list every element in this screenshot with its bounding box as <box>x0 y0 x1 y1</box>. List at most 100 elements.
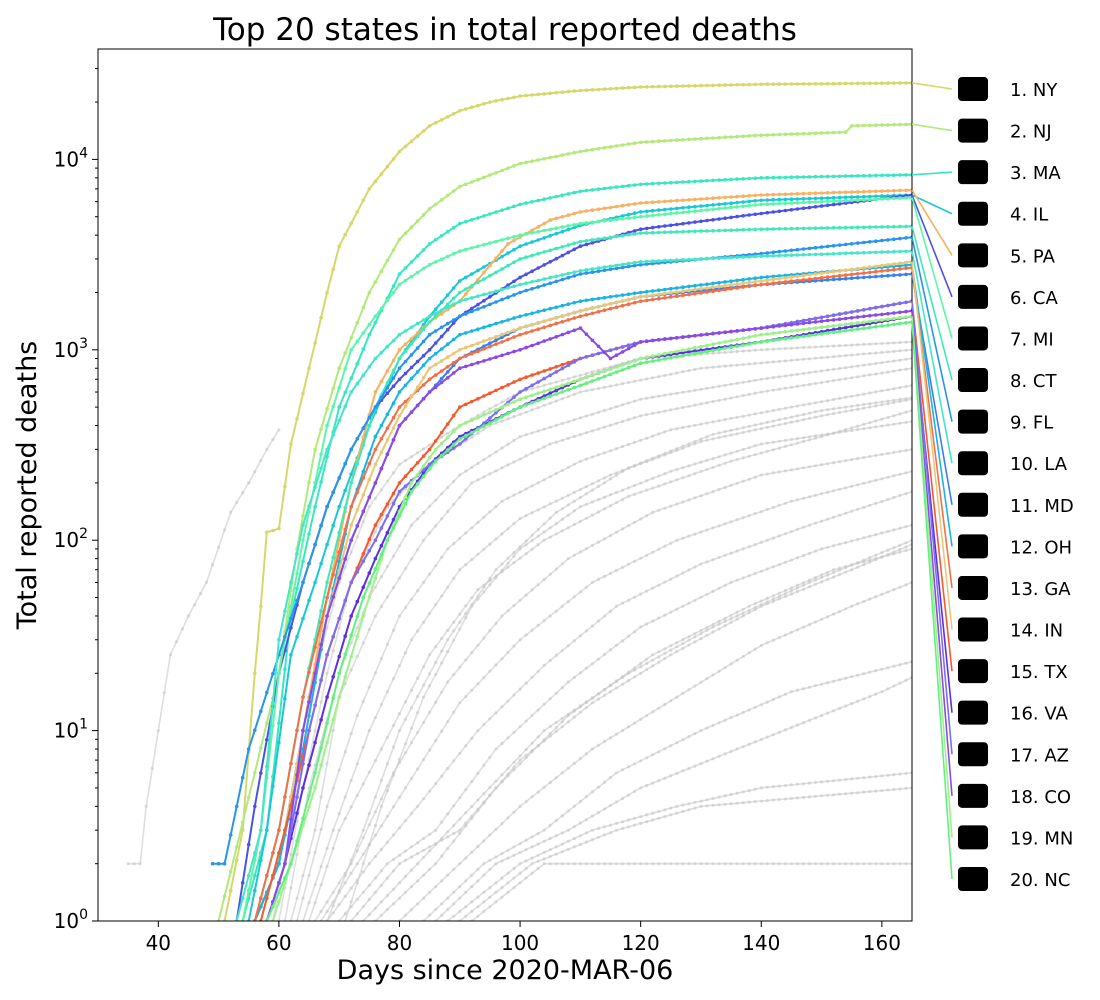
background-series-9-point <box>614 530 619 534</box>
background-series-3-point <box>621 382 625 386</box>
background-series-22-point <box>500 562 504 566</box>
background-series-14-point <box>729 617 733 621</box>
series-mn-point <box>849 321 854 326</box>
background-series-17-point <box>681 738 685 742</box>
series-fl-point <box>862 240 866 245</box>
background-series-11-point <box>765 538 769 542</box>
series-pa-point <box>566 213 571 217</box>
background-series-3-point <box>639 378 643 382</box>
background-series-21-point <box>856 862 860 866</box>
background-series-20-point <box>723 802 727 806</box>
background-series-23-point <box>874 425 878 429</box>
background-series-8-point <box>397 712 402 716</box>
background-series-17-point <box>458 885 462 889</box>
series-pa-point <box>590 208 595 212</box>
background-series-1-point <box>204 580 209 585</box>
background-series-7-point <box>542 505 546 509</box>
background-series-22-point <box>530 533 534 537</box>
background-series-19-point <box>621 820 625 824</box>
series-il-point <box>445 293 450 297</box>
series-tx-point <box>458 405 462 409</box>
background-series-19-point <box>530 856 534 860</box>
background-series-22-point <box>633 463 637 467</box>
series-fl-point <box>313 542 317 547</box>
background-series-5-point <box>476 478 480 482</box>
series-co-point <box>843 316 848 321</box>
background-series-10-point <box>470 688 474 692</box>
series-co-point <box>795 322 800 326</box>
series-in <box>259 260 912 921</box>
background-series-20-point <box>602 833 607 837</box>
background-series-17-point <box>602 780 607 785</box>
background-series-21-point <box>838 862 842 866</box>
background-series-5-point <box>765 389 769 393</box>
background-series-22-point <box>663 451 667 455</box>
series-fl <box>210 235 912 866</box>
background-series-7-point <box>826 413 830 417</box>
background-series-17-point <box>446 896 450 900</box>
series-ca-point <box>783 208 788 213</box>
series-fl-point <box>319 523 323 528</box>
y-tick-label: 103 <box>54 336 88 362</box>
series-mn-point <box>415 472 420 477</box>
background-series-17-point <box>898 663 902 667</box>
background-series-15-point <box>512 768 516 772</box>
series-fl-point <box>904 236 908 240</box>
series-oh-point <box>669 286 673 291</box>
background-series-3-point <box>777 359 781 363</box>
background-series-8-point <box>337 828 341 832</box>
background-series-15-point <box>832 568 836 572</box>
background-series-12-line <box>338 524 912 921</box>
background-series-21-point <box>807 862 812 866</box>
background-series-group <box>126 340 912 921</box>
series-pa-point <box>500 249 504 253</box>
background-series-12-point <box>669 610 673 614</box>
series-in-point <box>482 339 486 343</box>
series-ca-point <box>253 804 257 809</box>
background-series-1-point <box>211 563 215 567</box>
series-mi-point <box>355 339 360 344</box>
background-series-18-point <box>639 786 643 790</box>
series-ct-point <box>892 224 896 229</box>
series-nj-point <box>699 136 703 141</box>
background-series-22-point <box>856 403 860 407</box>
series-ga-point <box>795 278 800 283</box>
series-nc-point <box>427 467 432 471</box>
background-series-19-point <box>838 778 842 782</box>
series-co-point <box>862 314 866 319</box>
series-in-point <box>741 281 745 286</box>
background-series-20-point <box>530 862 534 866</box>
series-oh-point <box>771 274 776 279</box>
background-series-10-point <box>373 833 377 837</box>
background-series-12-point <box>584 666 589 670</box>
background-series-5-point <box>295 896 299 900</box>
background-series-7-point <box>506 527 510 531</box>
series-ny-point <box>608 87 613 91</box>
background-series-2-point <box>711 351 715 355</box>
background-series-8-point <box>850 426 854 430</box>
background-series-11-point <box>669 577 673 581</box>
background-series-21-point <box>687 862 691 866</box>
series-ma-point <box>295 586 299 591</box>
series-pa-point <box>717 196 721 200</box>
series-nc-point <box>675 355 679 359</box>
series-nj-point <box>717 135 721 140</box>
series-mi-point <box>735 205 739 209</box>
series-mn-point <box>620 362 625 367</box>
series-ct-point <box>590 238 595 242</box>
background-series-11-point <box>753 543 757 547</box>
background-series-14-point <box>397 881 402 885</box>
series-fl-point <box>801 247 806 251</box>
series-nj-point <box>379 269 384 274</box>
background-series-10-point <box>789 499 794 503</box>
series-ny-point <box>711 83 715 88</box>
series-in-point <box>451 351 456 356</box>
series-ct-point <box>837 225 842 230</box>
series-ga-point <box>542 325 546 330</box>
background-series-22-point <box>904 397 908 401</box>
series-pa-point <box>705 196 709 201</box>
background-series-4-point <box>385 564 389 569</box>
background-series-13-point <box>403 858 408 862</box>
background-series-19-point <box>578 834 583 838</box>
